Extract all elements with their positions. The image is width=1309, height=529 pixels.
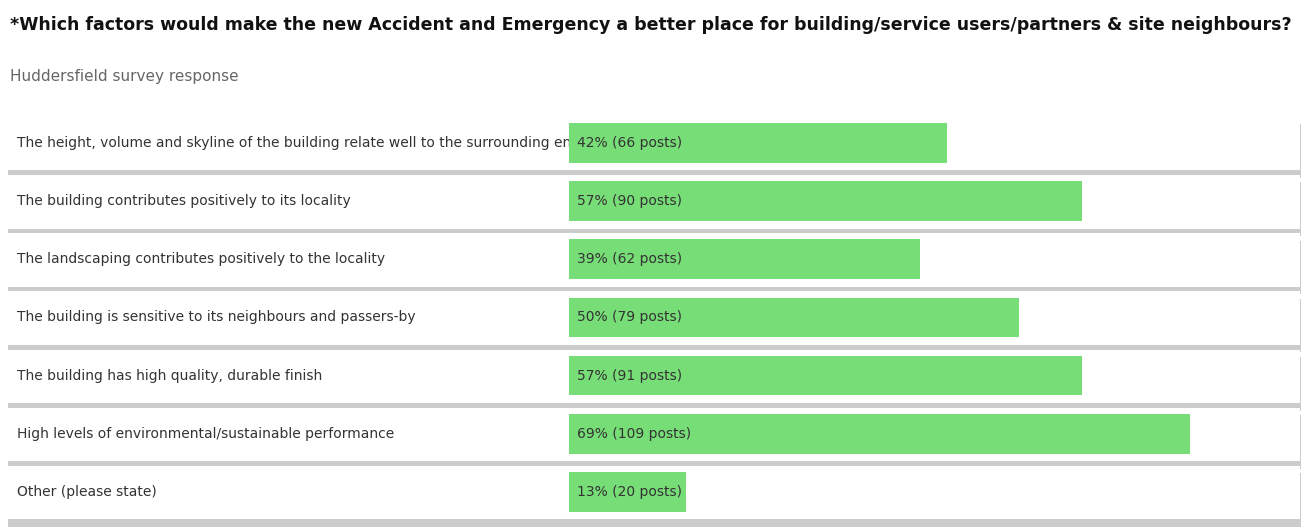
Bar xyxy=(7,175,1300,229)
Text: The landscaping contributes positively to the locality: The landscaping contributes positively t… xyxy=(17,252,385,266)
Text: The height, volume and skyline of the building relate well to the surrounding en: The height, volume and skyline of the bu… xyxy=(17,136,643,150)
Bar xyxy=(8,241,1301,294)
Text: Huddersfield survey response: Huddersfield survey response xyxy=(10,69,240,84)
Bar xyxy=(8,183,1301,236)
Bar xyxy=(7,117,1300,170)
Bar xyxy=(7,233,1300,287)
Bar xyxy=(569,356,1083,395)
Bar xyxy=(569,240,920,279)
Bar xyxy=(569,181,1083,221)
Text: 57% (90 posts): 57% (90 posts) xyxy=(577,194,682,208)
Text: 69% (109 posts): 69% (109 posts) xyxy=(577,427,691,441)
Bar xyxy=(7,350,1300,403)
Text: The building has high quality, durable finish: The building has high quality, durable f… xyxy=(17,369,322,382)
Bar xyxy=(569,414,1190,453)
Bar xyxy=(569,298,1020,337)
Bar xyxy=(8,299,1301,352)
Bar xyxy=(8,124,1301,178)
Bar xyxy=(8,473,1301,527)
Text: 39% (62 posts): 39% (62 posts) xyxy=(577,252,682,266)
Text: High levels of environmental/sustainable performance: High levels of environmental/sustainable… xyxy=(17,427,394,441)
Text: 57% (91 posts): 57% (91 posts) xyxy=(577,369,682,382)
Text: Other (please state): Other (please state) xyxy=(17,485,157,499)
Text: 13% (20 posts): 13% (20 posts) xyxy=(577,485,682,499)
Text: The building contributes positively to its locality: The building contributes positively to i… xyxy=(17,194,351,208)
Text: *Which factors would make the new Accident and Emergency a better place for buil: *Which factors would make the new Accide… xyxy=(10,16,1292,34)
Bar xyxy=(7,291,1300,345)
Bar xyxy=(7,408,1300,461)
Bar xyxy=(569,123,948,162)
Text: 50% (79 posts): 50% (79 posts) xyxy=(577,311,682,324)
Text: The building is sensitive to its neighbours and passers-by: The building is sensitive to its neighbo… xyxy=(17,311,416,324)
Bar xyxy=(569,472,686,512)
Bar xyxy=(8,415,1301,469)
Bar xyxy=(8,357,1301,411)
Text: 42% (66 posts): 42% (66 posts) xyxy=(577,136,682,150)
Bar xyxy=(7,466,1300,519)
